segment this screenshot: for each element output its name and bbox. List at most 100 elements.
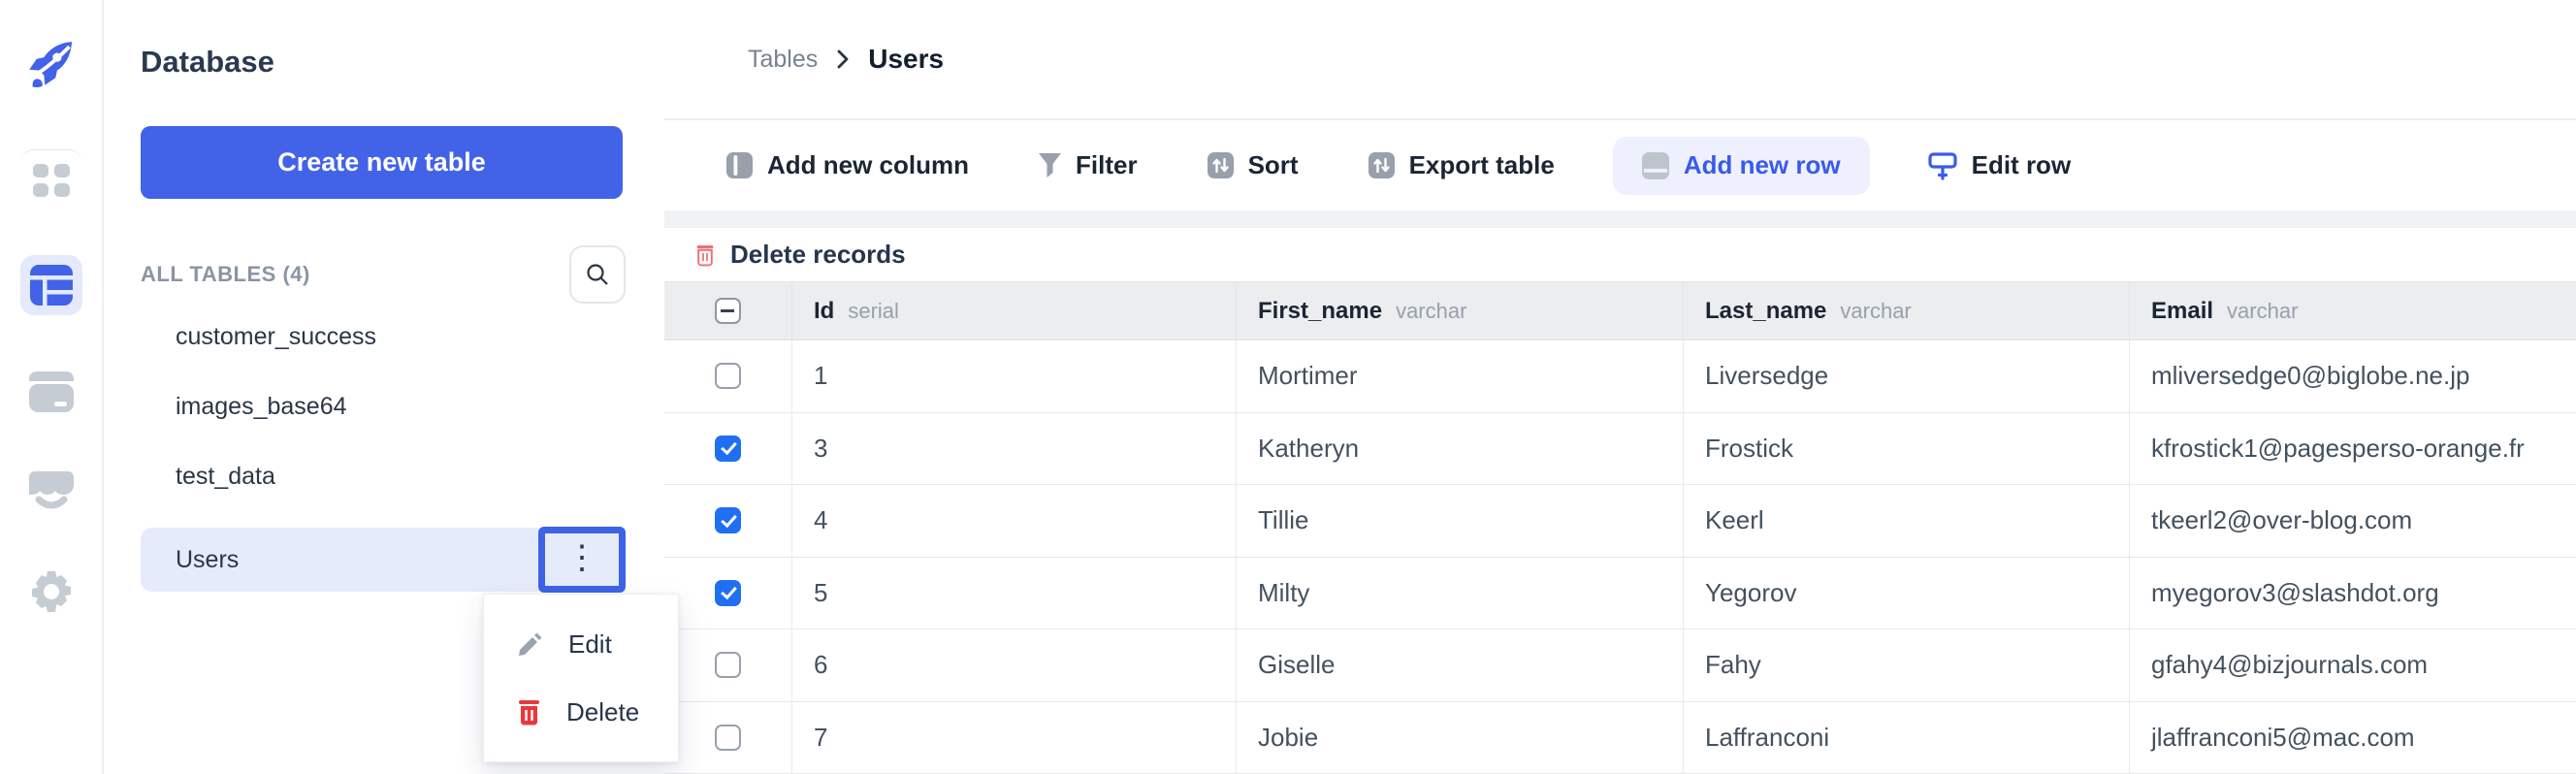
add-new-column-button[interactable]: Add new column xyxy=(726,150,969,180)
add-new-column-label: Add new column xyxy=(767,150,969,179)
cell-first-name: Mortimer xyxy=(1237,340,1684,412)
sidebar-title: Database xyxy=(141,45,274,79)
cell-first-name: Tillie xyxy=(1237,485,1684,557)
column-header-id: Id xyxy=(814,297,835,324)
edit-row-button[interactable]: Edit row xyxy=(1928,150,2072,180)
column-type-first-name: varchar xyxy=(1396,298,1467,323)
tables-icon[interactable] xyxy=(19,255,82,315)
cell-email: jlaffranconi5@mac.com xyxy=(2151,722,2415,752)
cell-first-name: Katheryn xyxy=(1237,412,1684,484)
gear-icon[interactable] xyxy=(20,562,82,622)
delete-records-label: Delete records xyxy=(730,240,906,269)
table-list-item[interactable]: images_base64 xyxy=(176,392,347,420)
cell-last-name: Liversedge xyxy=(1684,340,2130,412)
export-table-button[interactable]: Export table xyxy=(1368,150,1555,180)
cell-email: mliversedge0@biglobe.ne.jp xyxy=(2151,361,2470,391)
cell-email: tkeerl2@over-blog.com xyxy=(2151,505,2413,535)
table-list-item-selected: Users ⋮ xyxy=(141,527,626,593)
main-panel: Tables Users Add new column Filter xyxy=(664,0,2576,774)
context-menu-delete-label: Delete xyxy=(566,696,640,726)
cell-id: 5 xyxy=(792,557,1237,629)
search-tables-button[interactable] xyxy=(569,245,626,304)
context-menu-edit-label: Edit xyxy=(568,629,612,659)
table-options-kebab-button[interactable]: ⋮ xyxy=(538,527,626,593)
table-context-menu: Edit Delete xyxy=(483,594,679,762)
add-new-row-button[interactable]: Add new row xyxy=(1612,136,1870,195)
trash-icon xyxy=(519,699,539,725)
cell-first-name: Giselle xyxy=(1237,629,1684,701)
table-row: 5 Milty Yegorov myegorov3@slashdot.org xyxy=(664,557,2576,629)
table-row: 1 Mortimer Liversedge mliversedge0@biglo… xyxy=(664,340,2576,413)
edit-row-icon xyxy=(1928,151,1957,180)
row-checkbox[interactable] xyxy=(715,435,741,462)
table-toolbar: Add new column Filter Sort xyxy=(664,120,2576,210)
export-table-label: Export table xyxy=(1408,150,1555,179)
cell-id: 3 xyxy=(792,412,1237,484)
rocket-logo-icon[interactable] xyxy=(21,33,81,93)
section-divider xyxy=(664,210,2576,228)
tables-list: customer_success images_base64 test_data… xyxy=(141,302,626,593)
cell-last-name: Laffranconi xyxy=(1684,701,2130,773)
column-header-email: Email xyxy=(2151,297,2214,324)
filter-icon xyxy=(1039,153,1061,177)
context-menu-edit[interactable]: Edit xyxy=(484,610,678,678)
store-icon[interactable] xyxy=(20,461,82,521)
column-type-email: varchar xyxy=(2227,298,2299,323)
icon-rail xyxy=(0,0,104,774)
sort-label: Sort xyxy=(1247,150,1299,179)
column-type-last-name: varchar xyxy=(1840,298,1912,323)
cell-id: 1 xyxy=(792,340,1237,412)
table-row: 4 Tillie Keerl tkeerl2@over-blog.com xyxy=(664,485,2576,558)
row-checkbox[interactable] xyxy=(715,363,741,390)
add-new-row-label: Add new row xyxy=(1683,150,1841,179)
cell-last-name: Frostick xyxy=(1684,412,2130,484)
table-list-item[interactable]: test_data xyxy=(176,462,275,490)
breadcrumb-current: Users xyxy=(868,44,945,74)
pencil-icon xyxy=(519,632,542,656)
context-menu-delete[interactable]: Delete xyxy=(484,678,678,746)
table-row: 6 Giselle Fahy gfahy4@bizjournals.com xyxy=(664,629,2576,702)
cell-id: 4 xyxy=(792,485,1237,557)
cell-id: 6 xyxy=(792,629,1237,701)
cell-first-name: Milty xyxy=(1237,557,1684,629)
table-row: 3 Katheryn Frostick kfrostick1@pagespers… xyxy=(664,412,2576,485)
select-all-checkbox[interactable] xyxy=(715,298,741,324)
breadcrumb: Tables Users xyxy=(664,0,2576,120)
row-checkbox[interactable] xyxy=(715,579,741,606)
filter-label: Filter xyxy=(1076,150,1138,179)
trash-icon xyxy=(696,244,714,266)
search-icon xyxy=(587,264,608,285)
create-new-table-button[interactable]: Create new table xyxy=(141,126,623,199)
table-list-item[interactable]: customer_success xyxy=(176,322,377,350)
filter-button[interactable]: Filter xyxy=(1039,150,1138,180)
cell-first-name: Jobie xyxy=(1237,701,1684,773)
cell-email: myegorov3@slashdot.org xyxy=(2151,577,2439,607)
delete-records-button[interactable]: Delete records xyxy=(664,228,2576,281)
cell-email: kfrostick1@pagesperso-orange.fr xyxy=(2151,433,2525,463)
cell-email: gfahy4@bizjournals.com xyxy=(2151,650,2429,680)
cell-last-name: Fahy xyxy=(1684,629,2130,701)
breadcrumb-tables-link[interactable]: Tables xyxy=(748,45,819,73)
dashboard-grid-icon[interactable] xyxy=(19,149,82,210)
chevron-right-icon xyxy=(837,49,849,69)
cell-last-name: Yegorov xyxy=(1684,557,2130,629)
edit-row-label: Edit row xyxy=(1971,150,2072,179)
cell-last-name: Keerl xyxy=(1684,485,2130,557)
card-icon[interactable] xyxy=(20,362,82,422)
sort-button[interactable]: Sort xyxy=(1207,150,1299,180)
row-checkbox[interactable] xyxy=(715,507,741,534)
grid-header-row: Id serial First_name varchar Last_name v… xyxy=(664,282,2576,340)
add-row-icon xyxy=(1641,151,1669,179)
row-checkbox[interactable] xyxy=(715,652,741,679)
column-header-first-name: First_name xyxy=(1258,297,1383,324)
column-header-last-name: Last_name xyxy=(1705,297,1827,324)
column-type-id: serial xyxy=(848,298,899,323)
all-tables-label: ALL TABLES (4) xyxy=(141,262,310,286)
export-icon xyxy=(1368,152,1395,178)
row-checkbox[interactable] xyxy=(715,724,741,751)
table-row: 7 Jobie Laffranconi jlaffranconi5@mac.co… xyxy=(664,701,2576,774)
sort-icon xyxy=(1207,152,1234,178)
selected-table-pill[interactable]: Users xyxy=(141,528,546,592)
add-column-icon xyxy=(726,152,753,178)
